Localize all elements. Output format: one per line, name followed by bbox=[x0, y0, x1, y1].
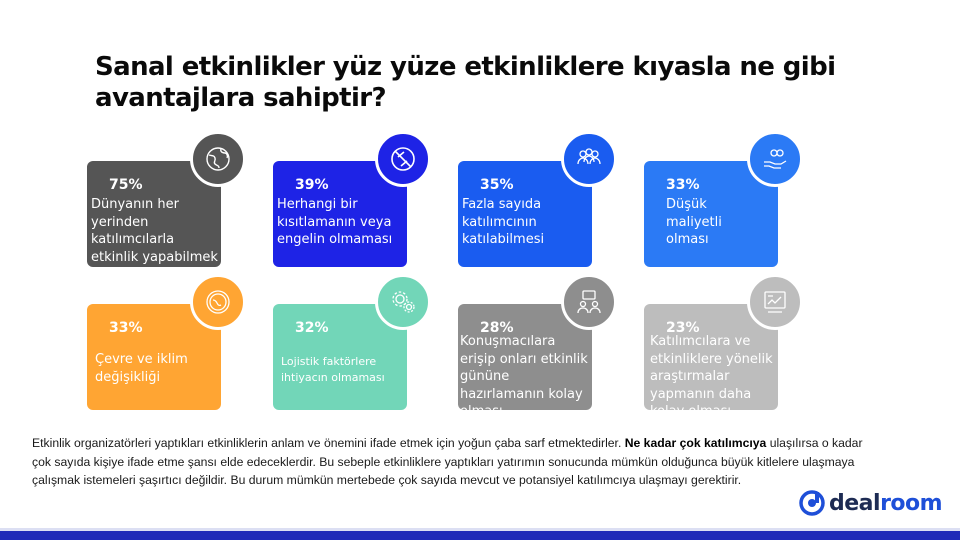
description-paragraph: Etkinlik organizatörleri yaptıkları etki… bbox=[32, 434, 872, 490]
eco-globe-icon bbox=[206, 290, 230, 314]
card-icon-badge bbox=[747, 274, 803, 330]
stat-description: Katılımcılara ve etkinliklere yönelik ar… bbox=[650, 334, 773, 410]
globe-icon bbox=[206, 147, 230, 171]
stat-percent: 75% bbox=[109, 177, 143, 193]
research-chart-icon bbox=[764, 291, 786, 313]
page-title: Sanal etkinlikler yüz yüze etkinliklere … bbox=[95, 52, 836, 113]
card-icon-badge bbox=[561, 131, 617, 187]
logo-text-deal: deal bbox=[829, 490, 881, 516]
card-icon-badge bbox=[747, 131, 803, 187]
dealroom-logo-icon bbox=[799, 490, 825, 516]
stat-percent: 28% bbox=[480, 320, 514, 336]
stat-description: Dünyanın her yerinden katılımcılarla etk… bbox=[91, 197, 218, 265]
description-bold-text: Ne kadar çok katılımcıya bbox=[624, 436, 767, 450]
card-icon-badge bbox=[561, 274, 617, 330]
stat-percent: 35% bbox=[480, 177, 514, 193]
stat-percent: 33% bbox=[109, 320, 143, 336]
stat-percent: 23% bbox=[666, 320, 700, 336]
stat-card: 28% Konuşmacılara erişip onları etkinlik… bbox=[458, 304, 592, 410]
stat-description: Lojistik faktörlere ihtiyacın olmaması bbox=[281, 355, 385, 384]
card-icon-badge bbox=[190, 274, 246, 330]
stat-percent: 39% bbox=[295, 177, 329, 193]
stat-card: 32% Lojistik faktörlere ihtiyacın olmama… bbox=[273, 304, 407, 410]
stat-percent: 33% bbox=[666, 177, 700, 193]
stat-description: Konuşmacılara erişip onları etkinlik gün… bbox=[460, 334, 588, 410]
dealroom-logo-text: dealroom bbox=[829, 490, 943, 516]
people-group-icon bbox=[577, 148, 601, 165]
footer-bar bbox=[0, 528, 960, 540]
stat-description: Fazla sayıda katılımcının katılabilmesi bbox=[462, 197, 545, 247]
stat-description: Düşük maliyetli olması bbox=[666, 197, 722, 247]
gears-icon bbox=[392, 291, 415, 313]
dealroom-logo: dealroom bbox=[799, 490, 943, 516]
card-icon-badge bbox=[375, 131, 431, 187]
stat-description: Herhangi bir kısıtlamanın veya engelin o… bbox=[277, 197, 393, 247]
card-icon-badge bbox=[375, 274, 431, 330]
money-hand-icon bbox=[764, 149, 787, 169]
logo-text-room: room bbox=[880, 490, 943, 516]
card-icon-badge bbox=[190, 131, 246, 187]
no-restriction-icon bbox=[391, 147, 415, 171]
stat-description: Çevre ve iklim değişikliği bbox=[95, 352, 188, 385]
stat-card: 35% Fazla sayıda katılımcının katılabilm… bbox=[458, 161, 592, 267]
description-text-2: ulaşılırsa o kadar çok sayıda kişiye ifa… bbox=[32, 436, 863, 487]
speakers-icon bbox=[577, 290, 601, 314]
stat-percent: 32% bbox=[295, 320, 329, 336]
description-text-1: Etkinlik organizatörleri yaptıkları etki… bbox=[32, 436, 625, 450]
